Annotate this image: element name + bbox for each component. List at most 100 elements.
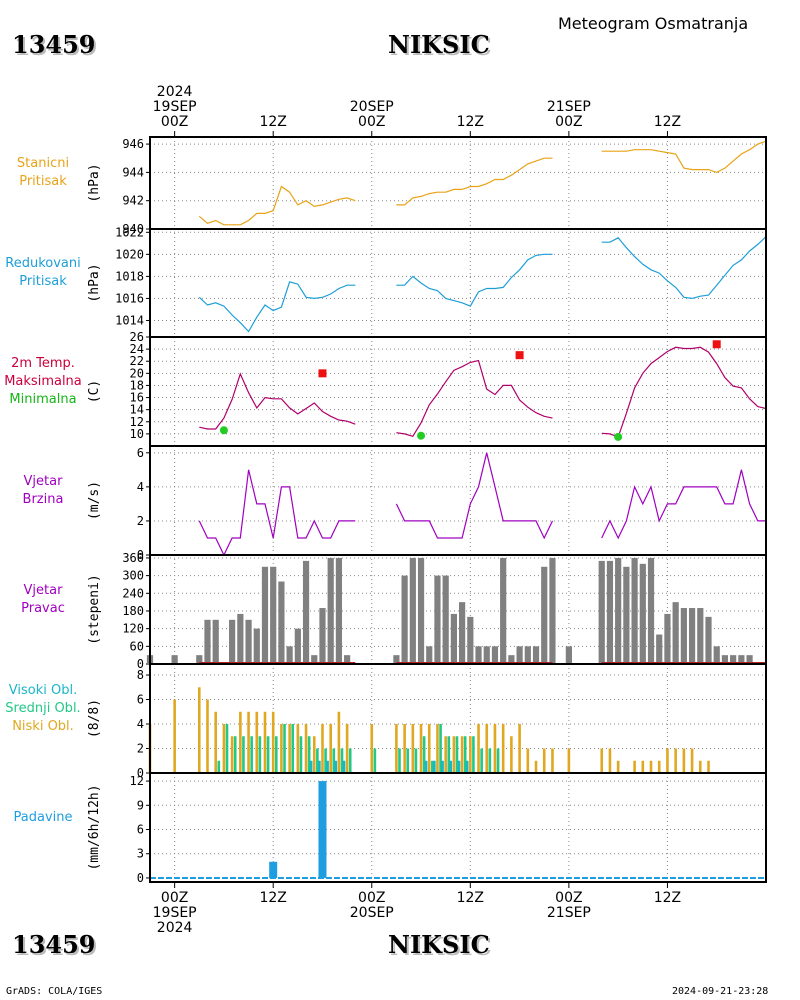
series-line [198,185,356,226]
series-line [396,359,553,438]
wind-dir-bar [549,557,556,664]
cloud-low-bar [263,711,267,773]
panel-label-line: Srednji Obl. [5,700,81,716]
panel-label-line: Padavine [13,809,73,825]
y-tick-label: 4 [137,480,144,494]
time-tick-line: 19SEP [152,99,197,115]
cloud-low-bar [280,724,283,773]
wind-dir-bar [738,655,745,664]
min-temp-marker [417,431,426,440]
cloud-low-bar [469,736,472,773]
cloud-low-bar [682,748,686,773]
wind-dir-bar [524,646,531,664]
y-tick-label: 944 [122,165,144,179]
cloud-low-bar [600,748,604,773]
cloud-low-bar [296,724,300,773]
panel-wind-dir [146,554,767,665]
cloud-high-bar [433,760,436,773]
time-tick-line: 2024 [156,84,193,100]
time-tick-label: 00Z 19SEP 2024 [135,891,215,936]
y-tick-label: 60 [130,639,144,653]
wind-dir-bar [261,566,269,664]
cloud-low-bar [288,724,291,773]
panel-pressure [146,136,767,230]
y-tick-label: 18 [130,378,144,392]
y-tick-label: 0 [137,657,144,671]
cloud-low-bar [690,748,694,773]
cloud-low-bar [510,736,513,773]
wind-dir-bar [459,602,466,664]
panel-label-line: Redukovani [5,256,81,271]
time-tick-line: 12Z [653,890,682,906]
cloud-low-bar [206,699,209,773]
wind-dir-bar [344,655,351,664]
cloud-low-bar [526,748,530,773]
y-tick-label: 9 [137,798,144,812]
wind-dir-bar [680,608,687,664]
station-name-bottom: NIKSIC [388,930,490,959]
panel-label-reduced: Redukovani Pritisak [0,255,86,291]
y-tick-label: 3 [137,847,144,861]
cloud-low-bar [649,760,653,773]
cloud-low-bar [551,748,554,773]
wind-dir-bar [615,557,622,664]
cloud-low-bar [222,724,226,773]
meteogram-title: Meteogram Osmatranja [558,14,749,33]
cloud-low-bar [567,748,571,773]
panel-label-precip: Padavine [0,809,86,827]
cloud-low-bar [230,736,234,773]
wind-dir-bar [565,646,572,664]
y-tick-label: 0 [137,871,144,885]
wind-dir-bar [623,566,630,664]
cloud-low-bar [370,724,374,773]
panel-reduced [146,228,767,338]
station-name-top: NIKSIC [388,30,490,59]
cloud-low-bar [329,724,332,773]
max-temp-marker [515,351,524,360]
cloud-mid-bar [480,748,483,773]
series-line [601,346,767,438]
cloud-high-bar [449,760,453,773]
cloud-low-bar [657,760,661,773]
wind-dir-bar [311,655,318,664]
cloud-mid-bar [217,760,221,773]
y-tick-label: 1014 [115,313,144,327]
cloud-mid-bar [291,724,295,773]
time-tick-line: 12Z [653,114,682,130]
wind-dir-bar [664,613,671,664]
panel-label-line: Visoki Obl. [8,682,78,698]
wind-dir-bar [500,557,507,664]
cloud-mid-bar [283,724,286,773]
time-tick-label: 21SEP 00Z [529,100,609,130]
y-tick-label: 16 [130,391,144,405]
time-tick-line: 00Z [160,114,189,130]
y-tick-label: 1022 [115,225,144,239]
cloud-mid-bar [455,736,459,773]
y-tick-label: 946 [122,137,144,151]
y-tick-label: 12 [130,415,144,429]
cloud-low-bar [444,736,447,773]
y-tick-label: 180 [122,604,144,618]
cloud-mid-bar [422,736,426,773]
wind-dir-bar [705,616,712,664]
series-line [199,372,356,430]
cloud-high-bar [326,760,329,773]
time-tick-label: 12Z [430,115,510,130]
wind-dir-bar [483,646,490,664]
y-tick-label: 1016 [115,291,144,305]
wind-dir-bar [417,557,425,664]
y-tick-label: 240 [122,586,144,600]
time-tick-label: 12Z [627,115,707,130]
cloud-low-bar [214,711,218,773]
cloud-low-bar [436,724,439,773]
y-tick-label: 1018 [115,269,144,283]
wind-dir-bar [467,616,474,664]
wind-dir-bar [730,655,737,664]
cloud-low-bar [674,748,677,773]
series-line [601,236,767,300]
wind-dir-bar [491,646,499,664]
y-tick-label: 6 [137,693,144,707]
cloud-low-bar [239,711,242,773]
cloud-low-bar [173,699,176,773]
time-tick-label: 12Z [627,891,707,906]
